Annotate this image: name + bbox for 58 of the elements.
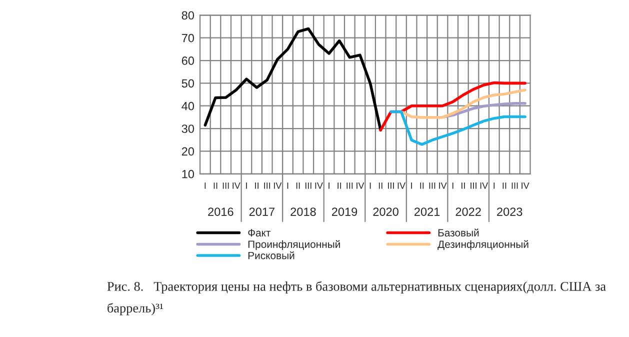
x-tick-label: II xyxy=(296,182,300,189)
legend-label: Базовый xyxy=(438,228,479,237)
y-tick-label: 70 xyxy=(182,34,194,42)
x-tick-label: III xyxy=(388,182,394,189)
y-tick-label: 60 xyxy=(182,56,194,65)
text: 2019 xyxy=(332,208,358,216)
x-tick-label: II xyxy=(214,182,218,189)
legend-label: Факт xyxy=(248,229,271,237)
text: 2021 xyxy=(414,208,440,216)
x-tick-label: I xyxy=(452,182,454,189)
x-tick-label: III xyxy=(346,182,353,189)
x-tick-label: II xyxy=(461,182,465,189)
x-tick-label: IV xyxy=(522,182,530,189)
y-tick-label: 20 xyxy=(182,147,194,156)
legend-label: Проинфляционный xyxy=(248,240,340,250)
legend-label: Рисковый xyxy=(248,251,294,260)
x-tick-label: IV xyxy=(315,182,323,189)
line-series xyxy=(379,81,526,132)
y-tick-label: 50 xyxy=(182,79,194,88)
line-series xyxy=(204,27,382,132)
y-tick-label: 80 xyxy=(182,11,194,20)
x-tick-label: III xyxy=(305,182,312,189)
x-tick-label: III xyxy=(264,182,270,189)
x-tick-label: I xyxy=(246,182,247,189)
x-tick-label: IV xyxy=(232,182,240,189)
x-tick-label: II xyxy=(502,182,506,189)
x-tick-label: III xyxy=(222,182,229,189)
x-tick-label: IV xyxy=(480,182,488,189)
y-tick-label: 40 xyxy=(182,102,194,110)
x-tick-label: I xyxy=(204,182,206,189)
text: 2022 xyxy=(456,208,481,216)
x-tick-label: IV xyxy=(439,182,447,189)
text: 2017 xyxy=(249,208,274,216)
x-tick-label: III xyxy=(512,182,518,189)
text: 2020 xyxy=(373,208,398,216)
x-tick-label: II xyxy=(338,182,342,189)
x-tick-label: II xyxy=(255,182,258,189)
x-tick-label: III xyxy=(470,182,476,189)
x-tick-label: IV xyxy=(356,182,364,189)
legend-label: Дезинфляционный xyxy=(438,240,528,250)
text: 2018 xyxy=(290,208,316,216)
x-tick-label: II xyxy=(420,182,424,189)
x-tick-label: I xyxy=(328,182,330,189)
x-tick-label: I xyxy=(370,182,371,189)
text: 2016 xyxy=(208,208,234,216)
x-tick-label: I xyxy=(411,182,412,189)
y-tick-label: 30 xyxy=(182,124,194,133)
line-series xyxy=(390,110,526,146)
x-tick-label: IV xyxy=(274,182,282,189)
y-tick-label: 10 xyxy=(182,170,194,178)
x-tick-label: III xyxy=(429,182,436,189)
x-tick-label: II xyxy=(378,182,382,189)
x-tick-label: I xyxy=(494,182,495,189)
text: 2023 xyxy=(497,208,522,216)
line-series xyxy=(400,88,526,119)
text: Рис. 8. Траектория цены на нефть в базовоми альтернативных сценариях(долл. США за баррель)³¹ xyxy=(107,281,606,316)
x-tick-label: IV xyxy=(398,182,406,189)
x-tick-label: I xyxy=(287,182,288,189)
